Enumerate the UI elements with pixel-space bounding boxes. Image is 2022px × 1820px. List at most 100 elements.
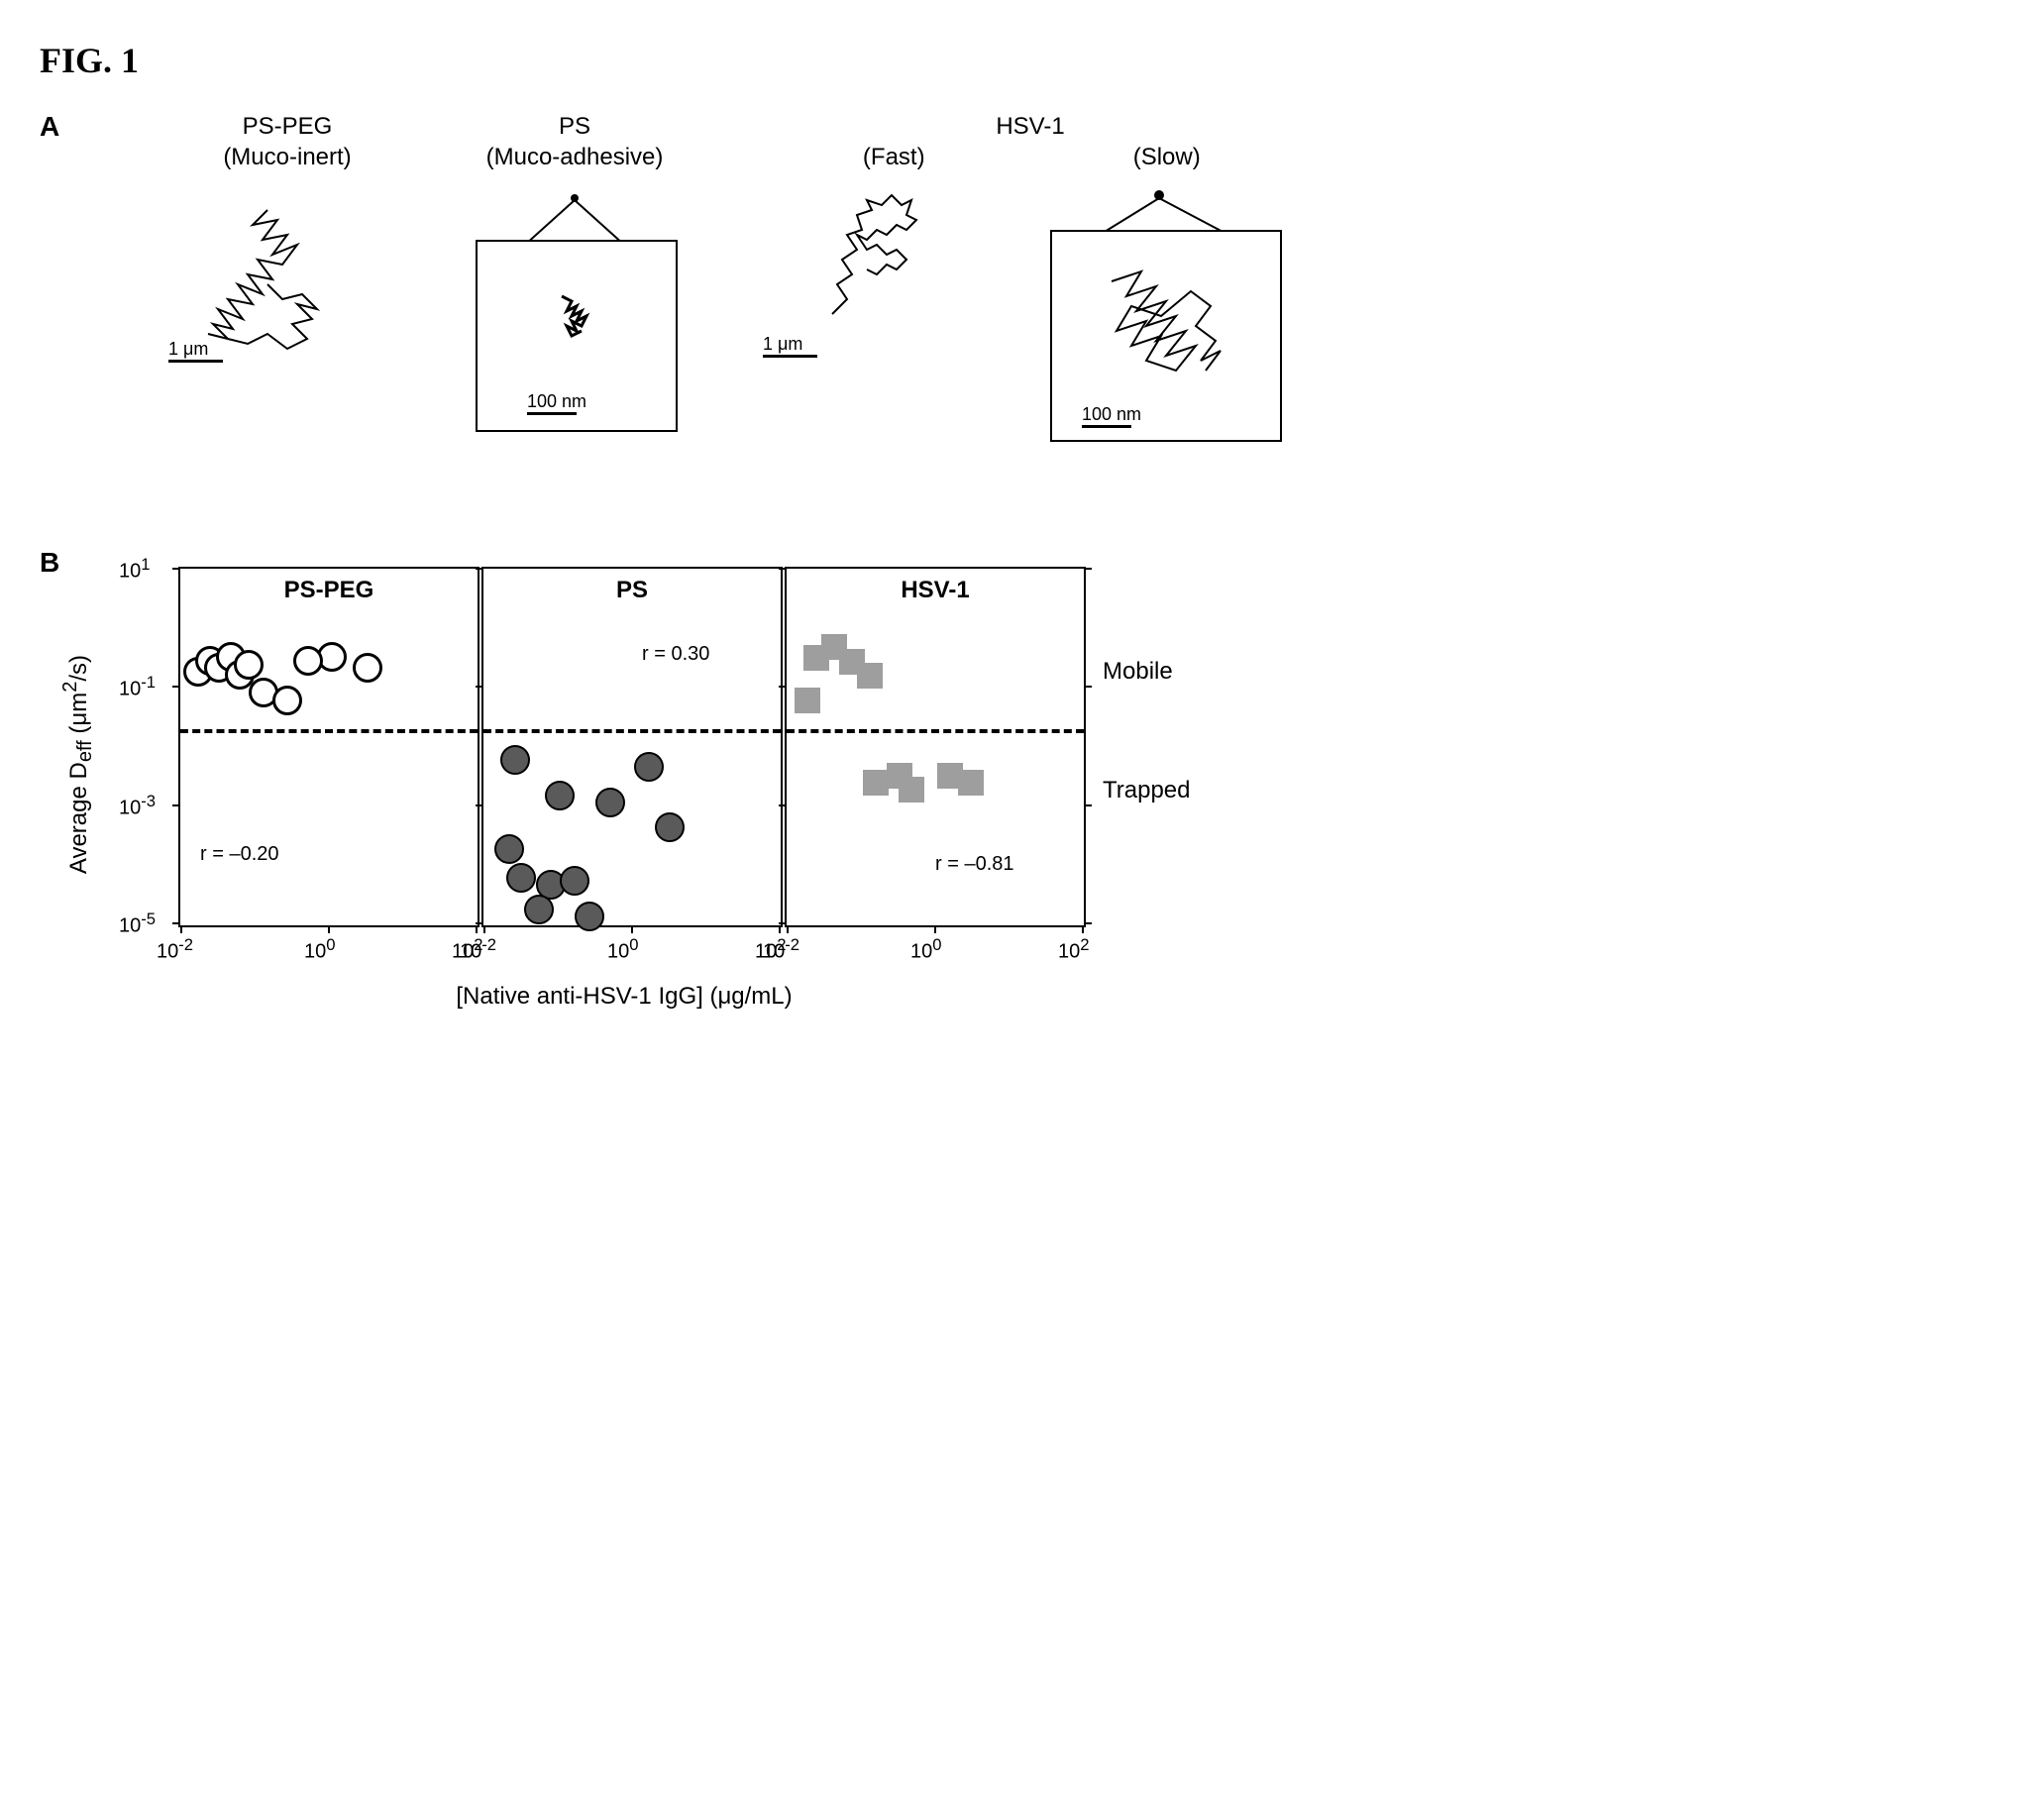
data-point — [857, 663, 883, 689]
hsv-title: HSV-1 — [753, 111, 1308, 142]
x-tick-label: 102 — [1058, 935, 1090, 964]
y-tick — [172, 686, 180, 688]
y-tick — [779, 568, 787, 570]
data-point — [500, 745, 530, 775]
x-tick-label: 100 — [607, 935, 639, 964]
r-value-label: r = –0.81 — [935, 853, 1014, 876]
data-point — [272, 686, 302, 715]
chart-panel-2: HSV-1 r = –0.81 — [785, 567, 1086, 927]
trapped-label: Trapped — [1103, 777, 1191, 804]
y-tick — [476, 568, 483, 570]
data-point — [494, 834, 524, 864]
chart-panel-0: PS-PEG r = –0.20 — [178, 567, 479, 927]
data-point — [634, 752, 664, 782]
x-tick — [934, 925, 936, 933]
data-point — [234, 650, 264, 680]
x-tick-label: 10-2 — [157, 935, 193, 964]
ps-inset: 100 nm — [476, 240, 678, 432]
data-point — [575, 902, 604, 931]
x-tick — [631, 925, 633, 933]
chart-panel-1: PS r = 0.30 — [481, 567, 783, 927]
y-tick — [476, 922, 483, 924]
y-tick — [779, 922, 787, 924]
ps-title: PS — [559, 113, 590, 140]
y-tick — [1084, 686, 1092, 688]
chart-title: HSV-1 — [787, 577, 1084, 604]
pspeg-title: PS-PEG — [243, 113, 333, 140]
panel-b-label: B — [40, 547, 59, 579]
y-tick — [172, 568, 180, 570]
pspeg-scale-label: 1 μm — [168, 339, 208, 359]
x-tick — [787, 925, 789, 933]
x-tick-label: 10-2 — [763, 935, 799, 964]
chart-title: PS — [483, 577, 781, 604]
x-tick-label: 100 — [304, 935, 336, 964]
ps-inset-trace — [478, 242, 676, 390]
hsv-slow-inset: 100 nm — [1050, 230, 1282, 442]
y-tick — [1084, 922, 1092, 924]
hsv-fast-label: (Fast) — [761, 142, 1027, 172]
hsv-header: HSV-1 (Fast) (Slow) — [753, 111, 1308, 172]
y-tick — [476, 686, 483, 688]
hsv-slow-inset-trace — [1052, 232, 1280, 400]
x-axis-label: [Native anti-HSV-1 IgG] (μg/mL) — [178, 983, 1070, 1011]
data-point — [545, 781, 575, 810]
y-tick-label: 10-3 — [119, 792, 156, 820]
panel-a-col-ps: PS (Muco-adhesive) 100 nm — [436, 111, 713, 172]
pspeg-subtitle: (Muco-inert) — [223, 144, 351, 170]
y-tick-label: 10-1 — [119, 673, 156, 701]
ps-subtitle: (Muco-adhesive) — [486, 144, 664, 170]
pspeg-scale: 1 μm — [168, 339, 223, 363]
chart-title: PS-PEG — [180, 577, 478, 604]
r-value-label: r = –0.20 — [200, 843, 279, 866]
y-tick-label: 101 — [119, 555, 151, 584]
y-tick — [1084, 804, 1092, 806]
panel-b: B Average Deff (μm2/s) 10110-110-310-510… — [40, 547, 1982, 1062]
y-tick — [1084, 568, 1092, 570]
data-point — [899, 777, 924, 803]
data-point — [560, 866, 589, 896]
hsv-fast-scale-label: 1 μm — [763, 334, 802, 354]
panel-a: A PS-PEG (Muco-inert) 1 μm PS (Muco-adhe… — [40, 111, 1982, 527]
r-value-label: r = 0.30 — [642, 643, 709, 666]
data-point — [655, 812, 685, 842]
data-point — [293, 646, 323, 676]
y-tick — [779, 686, 787, 688]
figure-title: FIG. 1 — [40, 40, 1982, 81]
x-tick-label: 10-2 — [460, 935, 496, 964]
hsv-slow-inset-scale-label: 100 nm — [1082, 404, 1141, 424]
y-tick — [172, 804, 180, 806]
hsv-fast-scale: 1 μm — [763, 334, 817, 358]
x-tick — [1082, 925, 1084, 933]
panel-a-col-hsv: HSV-1 (Fast) (Slow) 1 μm 100 nm — [753, 111, 1308, 172]
threshold-line — [787, 729, 1084, 733]
x-tick — [779, 925, 781, 933]
mobile-label: Mobile — [1103, 658, 1173, 686]
data-point — [863, 770, 889, 796]
panel-a-col-pspeg: PS-PEG (Muco-inert) 1 μm — [159, 111, 416, 383]
panel-a-label: A — [40, 111, 59, 143]
ps-inset-scale: 100 nm — [527, 391, 586, 415]
y-axis-label: Average Deff (μm2/s) — [59, 655, 97, 874]
data-point — [506, 863, 536, 893]
data-point — [595, 788, 625, 817]
y-tick — [779, 804, 787, 806]
ps-header: PS (Muco-adhesive) — [436, 111, 713, 172]
data-point — [524, 895, 554, 924]
ps-inset-scale-label: 100 nm — [527, 391, 586, 411]
x-tick — [476, 925, 478, 933]
x-tick-label: 100 — [910, 935, 942, 964]
data-point — [795, 688, 820, 713]
x-tick — [328, 925, 330, 933]
hsv-slow-label: (Slow) — [1033, 142, 1300, 172]
data-point — [958, 770, 984, 796]
pspeg-header: PS-PEG (Muco-inert) — [159, 111, 416, 172]
threshold-line — [483, 729, 781, 733]
x-tick — [180, 925, 182, 933]
hsv-slow-inset-scale: 100 nm — [1082, 404, 1141, 428]
x-tick — [483, 925, 485, 933]
y-tick — [476, 804, 483, 806]
data-point — [353, 653, 382, 683]
y-tick — [172, 922, 180, 924]
y-tick-label: 10-5 — [119, 910, 156, 938]
